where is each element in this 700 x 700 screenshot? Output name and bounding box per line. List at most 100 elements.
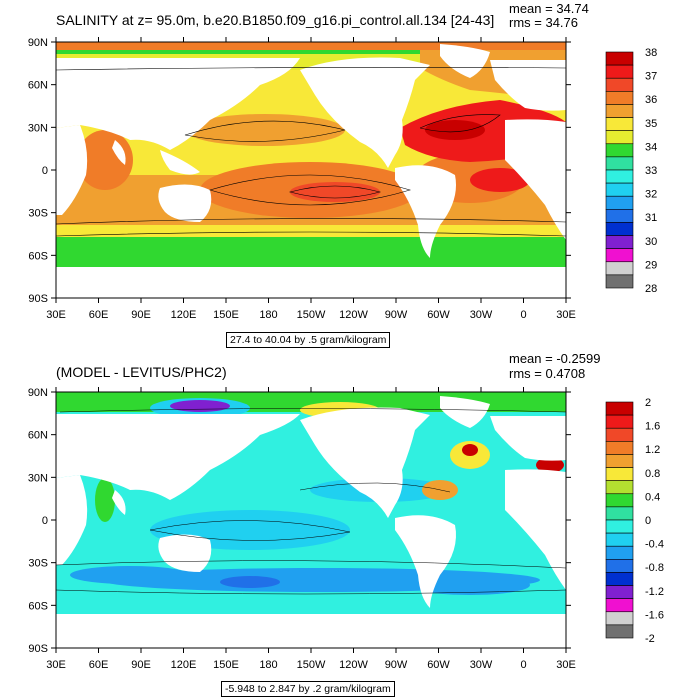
salinity-colorbar-label: 28 — [645, 283, 657, 295]
difference-lon-tick-label: 150E — [213, 659, 239, 671]
salinity-lat-tick-label: 30N — [28, 122, 48, 134]
salinity-axes: 90N 60N 30N 0 30S 60S 90S 30E 60E 90E 120E 150E 180 1… — [28, 37, 576, 321]
difference-map: 90N 60N 30N 0 30S 60S 90S 30E 60E 90E 120E 150E 180 1… — [28, 387, 664, 671]
difference-mean: mean = -0.2599 — [509, 351, 601, 366]
difference-lat-tick-label: 90S — [28, 643, 48, 655]
difference-colorbar-swatch — [605, 441, 634, 455]
difference-lon-tick-label: 30W — [470, 659, 493, 671]
difference-rms: rms = 0.4708 — [509, 366, 586, 381]
difference-colorbar-swatch — [605, 519, 634, 534]
difference-colorbar-swatch — [605, 454, 634, 468]
salinity-lon-tick-label: 120W — [339, 309, 368, 321]
difference-lon-tick-label: 60W — [427, 659, 450, 671]
salinity-lon-tick-label: 120E — [171, 309, 197, 321]
difference-colorbar-swatch — [605, 611, 634, 626]
salinity-colorbar-swatch — [605, 117, 634, 131]
salinity-panel: SALINITY at z= 95.0m, b.e20.B1850.f09_g1… — [28, 1, 657, 348]
land-masses-diff — [56, 396, 566, 648]
salinity-colorbar-swatch — [605, 169, 634, 184]
salinity-colorbar-swatch — [605, 77, 634, 92]
difference-colorbar-label: -0.8 — [645, 562, 664, 574]
salinity-mean: mean = 34.74 — [509, 1, 589, 16]
difference-lon-tick-label: 180 — [259, 659, 277, 671]
difference-lon-tick-label: 90E — [131, 659, 151, 671]
difference-title: (MODEL - LEVITUS/PHC2) — [56, 364, 227, 380]
difference-field — [56, 392, 566, 648]
difference-colorbar-label: 0 — [645, 515, 651, 527]
salinity-colorbar-label: 32 — [645, 189, 657, 201]
salinity-colorbar-swatch — [605, 209, 634, 223]
salinity-colorbar-swatch — [605, 248, 634, 263]
difference-panel: (MODEL - LEVITUS/PHC2) mean = -0.2599 rm… — [0, 350, 700, 700]
difference-colorbar-swatch — [605, 467, 634, 481]
difference-colorbar-label: 1.2 — [645, 444, 660, 456]
salinity-colorbar-swatch — [605, 143, 634, 158]
difference-lat-tick-label: 30S — [28, 558, 48, 570]
difference-colorbar-swatch — [605, 545, 634, 560]
salinity-colorbar-label: 33 — [645, 165, 657, 177]
land-masses — [56, 44, 566, 298]
salinity-lon-tick-label: 30E — [556, 309, 576, 321]
difference-lat-tick-label: 60N — [28, 430, 48, 442]
salinity-rms: rms = 34.76 — [509, 15, 579, 30]
salinity-lon-tick-label: 150E — [213, 309, 239, 321]
difference-colorbar-swatch — [605, 598, 634, 613]
salinity-colorbar-swatch — [605, 235, 634, 249]
difference-colorbar-swatch — [605, 480, 634, 495]
difference-colorbar-label: -0.4 — [645, 539, 664, 551]
salinity-colorbar-swatch — [605, 182, 634, 197]
difference-lon-tick-label: 60E — [89, 659, 109, 671]
difference-colorbar-label: -1.2 — [645, 586, 664, 598]
salinity-colorbar-swatch — [605, 222, 634, 236]
salinity-lat-tick-label: 90N — [28, 37, 48, 49]
difference-lat-tick-label: 30N — [28, 472, 48, 484]
salinity-lat-tick-label: 60S — [28, 250, 48, 262]
difference-lon-tick-label: 90W — [385, 659, 408, 671]
difference-lon-tick-label: 0 — [520, 659, 526, 671]
salinity-lat-tick-label: 90S — [28, 293, 48, 305]
salinity-colorbar-swatch — [605, 274, 634, 289]
difference-lat-tick-label: 0 — [42, 515, 48, 527]
difference-lat-tick-label: 60S — [28, 600, 48, 612]
difference-colorbar-swatch — [605, 427, 634, 442]
difference-colorbar-label: -1.6 — [645, 609, 664, 621]
salinity-colorbar-label: 31 — [645, 212, 657, 224]
difference-colorbar-swatch — [605, 532, 634, 547]
difference-colorbar-swatch — [605, 572, 634, 586]
salinity-colorbar-label: 29 — [645, 259, 657, 271]
difference-colorbar-swatch — [605, 506, 634, 521]
salinity-lon-tick-label: 90W — [385, 309, 408, 321]
salinity-lon-tick-label: 60E — [89, 309, 109, 321]
salinity-lon-tick-label: 150W — [297, 309, 326, 321]
salinity-colorbar-swatch — [605, 156, 634, 171]
difference-axes: 90N 60N 30N 0 30S 60S 90S 30E 60E 90E 120E 150E 180 1… — [28, 387, 576, 671]
salinity-lon-tick-label: 30E — [46, 309, 66, 321]
salinity-lon-tick-label: 30W — [470, 309, 493, 321]
contour-lines — [56, 67, 566, 237]
difference-colorbar-swatch — [605, 414, 634, 429]
difference-colorbar-label: 0.4 — [645, 491, 660, 503]
salinity-colorbar-label: 37 — [645, 71, 657, 83]
difference-colorbar-label: 2 — [645, 397, 651, 409]
difference-lon-tick-label: 150W — [297, 659, 326, 671]
salinity-colorbar-label: 30 — [645, 236, 657, 248]
salinity-contour-info: 27.4 to 40.04 by .5 gram/kilogram — [226, 332, 391, 348]
difference-colorbar-swatch — [605, 493, 634, 508]
salinity-colorbar-swatch — [605, 195, 634, 210]
salinity-colorbar-swatch — [605, 91, 634, 105]
salinity-lon-tick-label: 60W — [427, 309, 450, 321]
difference-colorbar-swatch — [605, 624, 634, 639]
salinity-field — [56, 42, 566, 298]
difference-colorbar-swatch — [605, 585, 634, 599]
salinity-lon-tick-label: 0 — [520, 309, 526, 321]
difference-contour-info: -5.948 to 2.847 by .2 gram/kilogram — [221, 681, 395, 697]
salinity-colorbar-swatch — [605, 130, 634, 145]
salinity-lon-tick-label: 180 — [259, 309, 277, 321]
difference-lon-tick-label: 30E — [46, 659, 66, 671]
difference-colorbar-label: 0.8 — [645, 468, 660, 480]
salinity-lat-tick-label: 0 — [42, 165, 48, 177]
salinity-colorbar-label: 35 — [645, 118, 657, 130]
salinity-colorbar-label: 34 — [645, 141, 657, 153]
difference-colorbar-swatch — [605, 401, 634, 416]
difference-lon-tick-label: 120W — [339, 659, 368, 671]
